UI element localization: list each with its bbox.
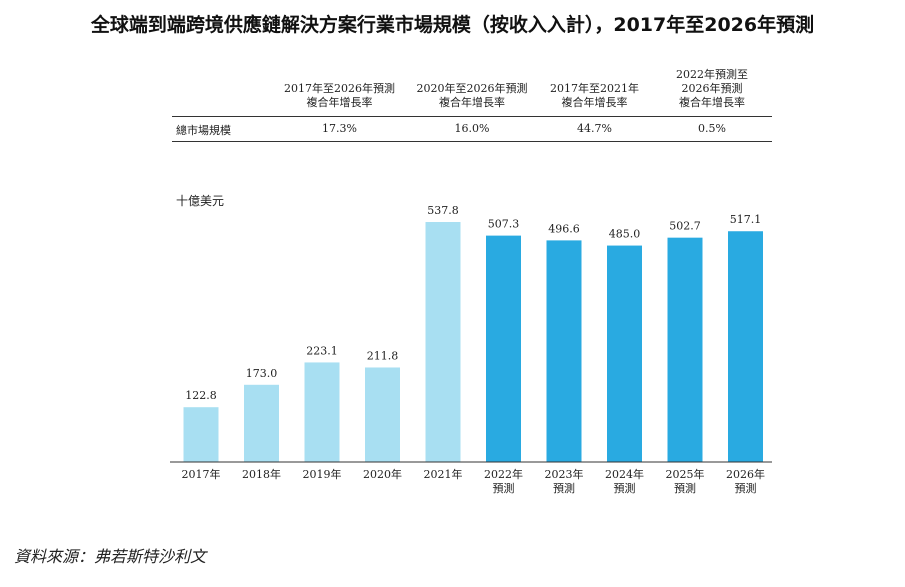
x-tick-label-5: 2021年 [424, 467, 463, 481]
x-tick-label-4: 2020年 [363, 467, 402, 481]
data-label-7: 496.6 [548, 222, 580, 235]
bar-7 [546, 240, 582, 462]
unit-label: 十億美元 [176, 194, 225, 208]
x-tick-label-1: 2017年 [182, 467, 221, 481]
data-label-3: 223.1 [306, 344, 338, 357]
cagr-value-2: 16.0% [454, 122, 490, 135]
bar-10 [728, 231, 763, 462]
cagr-table-header: 2017年至2026年預測 複合年增長率 2020年至2026年預測 複合年增長… [172, 64, 772, 117]
data-label-8: 485.0 [609, 228, 641, 241]
x-tick-label-2: 2018年 [242, 467, 281, 481]
data-label-1: 122.8 [185, 389, 217, 402]
cagr-header-3: 2017年至2021年 複合年增長率 [550, 82, 639, 109]
cagr-header-4: 2022年預測至 2026年預測 複合年增長率 [676, 68, 748, 109]
bar-6 [486, 235, 521, 462]
data-label-5: 537.8 [427, 204, 459, 217]
cagr-table-row: 總市場規模 17.3% 16.0% 44.7% 0.5% [172, 119, 772, 142]
x-tick-label-6: 2022年預測 [484, 467, 523, 495]
bar-1 [183, 407, 219, 462]
data-label-2: 173.0 [246, 367, 278, 380]
cagr-header-2: 2020年至2026年預測 複合年增長率 [416, 82, 528, 109]
source-note: 資料來源：弗若斯特沙利文 [14, 547, 207, 566]
x-tick-label-3: 2019年 [303, 467, 342, 481]
cagr-value-4: 0.5% [698, 122, 726, 135]
x-tick-label-9: 2025年預測 [666, 467, 705, 495]
cagr-header-1: 2017年至2026年預測 複合年增長率 [284, 82, 395, 109]
bar-4 [365, 367, 400, 462]
bar-8 [607, 245, 642, 462]
x-tick-label-7: 2023年預測 [545, 467, 584, 495]
x-tick-label-8: 2024年預測 [605, 467, 644, 495]
data-label-6: 507.3 [488, 218, 520, 231]
bar-5 [425, 222, 461, 462]
data-label-4: 211.8 [367, 349, 399, 362]
chart-title: 全球端到端跨境供應鏈解決方案行業市場規模（按收入入計），2017年至2026年預… [90, 14, 815, 36]
bar-3 [304, 362, 340, 462]
cagr-value-3: 44.7% [577, 122, 612, 135]
x-tick-label-10: 2026年預測 [726, 467, 765, 495]
bar-9 [667, 237, 703, 462]
data-label-9: 502.7 [669, 220, 701, 233]
data-label-10: 517.1 [730, 213, 762, 226]
cagr-value-1: 17.3% [322, 122, 357, 135]
cagr-row-label: 總市場規模 [176, 124, 231, 137]
bar-2 [244, 384, 279, 462]
